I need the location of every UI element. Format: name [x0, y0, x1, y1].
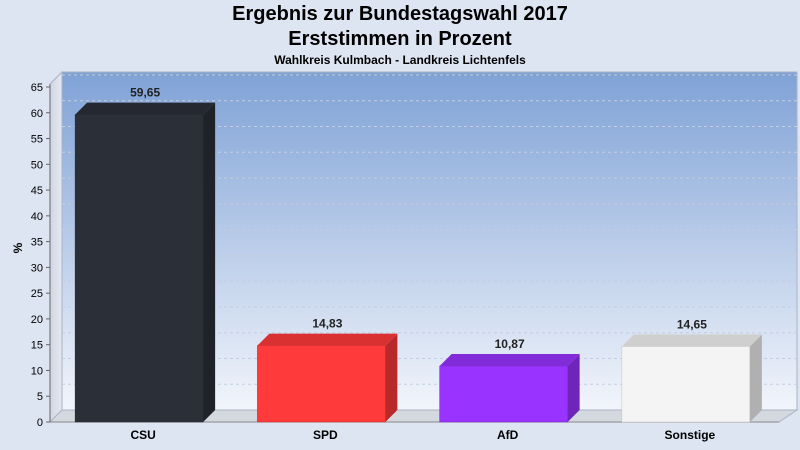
bar-top	[439, 353, 580, 366]
x-tick-label: AfD	[497, 428, 519, 442]
bar-front	[257, 345, 386, 423]
y-tick-label: 55	[31, 134, 43, 146]
y-tick-label: 35	[31, 237, 43, 249]
bar-side	[749, 334, 762, 422]
bar-side	[385, 333, 398, 422]
bar-sonstige	[621, 334, 762, 423]
data-label: 10,87	[495, 337, 525, 351]
data-label: 59,65	[130, 86, 160, 100]
x-tick-label: SPD	[313, 428, 338, 442]
y-tick-label: 65	[31, 82, 43, 94]
bar-top	[621, 334, 762, 347]
x-tick-label: CSU	[130, 428, 155, 442]
y-tick-label: 5	[37, 391, 43, 403]
y-tick-label: 40	[31, 211, 43, 223]
y-tick-label: 25	[31, 288, 43, 300]
bar-csu	[74, 102, 216, 423]
bar-front	[621, 346, 751, 423]
chart-title-line2: Erststimmen in Prozent	[288, 28, 512, 50]
y-tick-label: 20	[31, 314, 43, 326]
bar-spd	[257, 333, 398, 423]
bar-side	[567, 353, 580, 422]
y-tick-label: 45	[31, 185, 43, 197]
data-label: 14,83	[312, 317, 342, 331]
y-tick-label: 10	[31, 365, 43, 377]
bar-top	[257, 333, 398, 346]
y-axis-label: %	[11, 242, 25, 253]
chart-title: Ergebnis zur Bundestagswahl 2017	[232, 3, 568, 25]
plot-side-wall	[49, 70, 63, 424]
y-tick-label: 50	[31, 159, 43, 171]
y-tick-label: 30	[31, 262, 43, 274]
bar-side	[203, 102, 216, 423]
bar-top	[75, 102, 216, 115]
bar-front	[74, 114, 204, 423]
bar-afd	[439, 353, 580, 423]
bar-front	[439, 365, 568, 423]
y-tick-label: 60	[31, 108, 43, 120]
y-tick-label: 15	[31, 340, 43, 352]
chart-subtitle: Wahlkreis Kulmbach - Landkreis Lichtenfe…	[274, 53, 526, 67]
y-tick-label: 0	[37, 417, 43, 429]
data-label: 14,65	[677, 317, 707, 331]
x-tick-label: Sonstige	[665, 428, 716, 442]
